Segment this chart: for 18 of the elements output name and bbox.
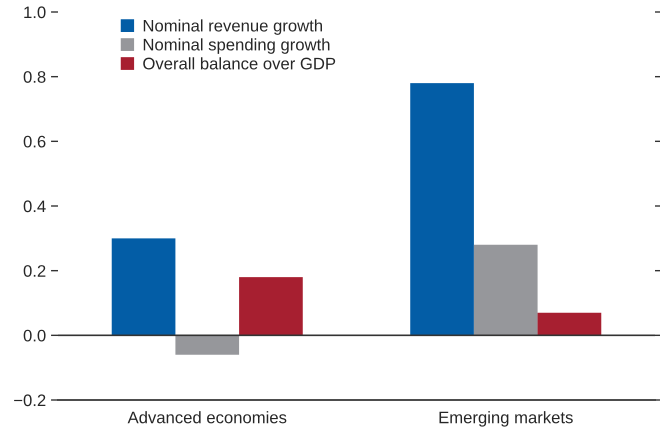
legend-label: Overall balance over GDP [143, 57, 336, 70]
bar [538, 312, 602, 336]
bar [474, 244, 538, 336]
y-tick-label: −0.2 [14, 394, 46, 406]
y-tick-label: 0.4 [24, 200, 46, 212]
x-tick-label: Advanced economies [128, 411, 286, 424]
x-tick-label: Emerging markets [440, 411, 573, 427]
y-tick-label: 0.0 [24, 330, 46, 342]
bar [410, 83, 474, 336]
legend-label: Nominal revenue growth [144, 19, 322, 35]
y-tick-label: 1.0 [24, 6, 46, 18]
y-tick-label: 0.8 [24, 71, 46, 83]
bar [112, 238, 176, 336]
y-tick-label: 0.2 [24, 265, 46, 277]
bar [239, 277, 303, 336]
legend-label: Nominal spending growth [144, 38, 330, 54]
y-tick-label: 0.6 [24, 136, 46, 148]
bar [175, 335, 240, 355]
